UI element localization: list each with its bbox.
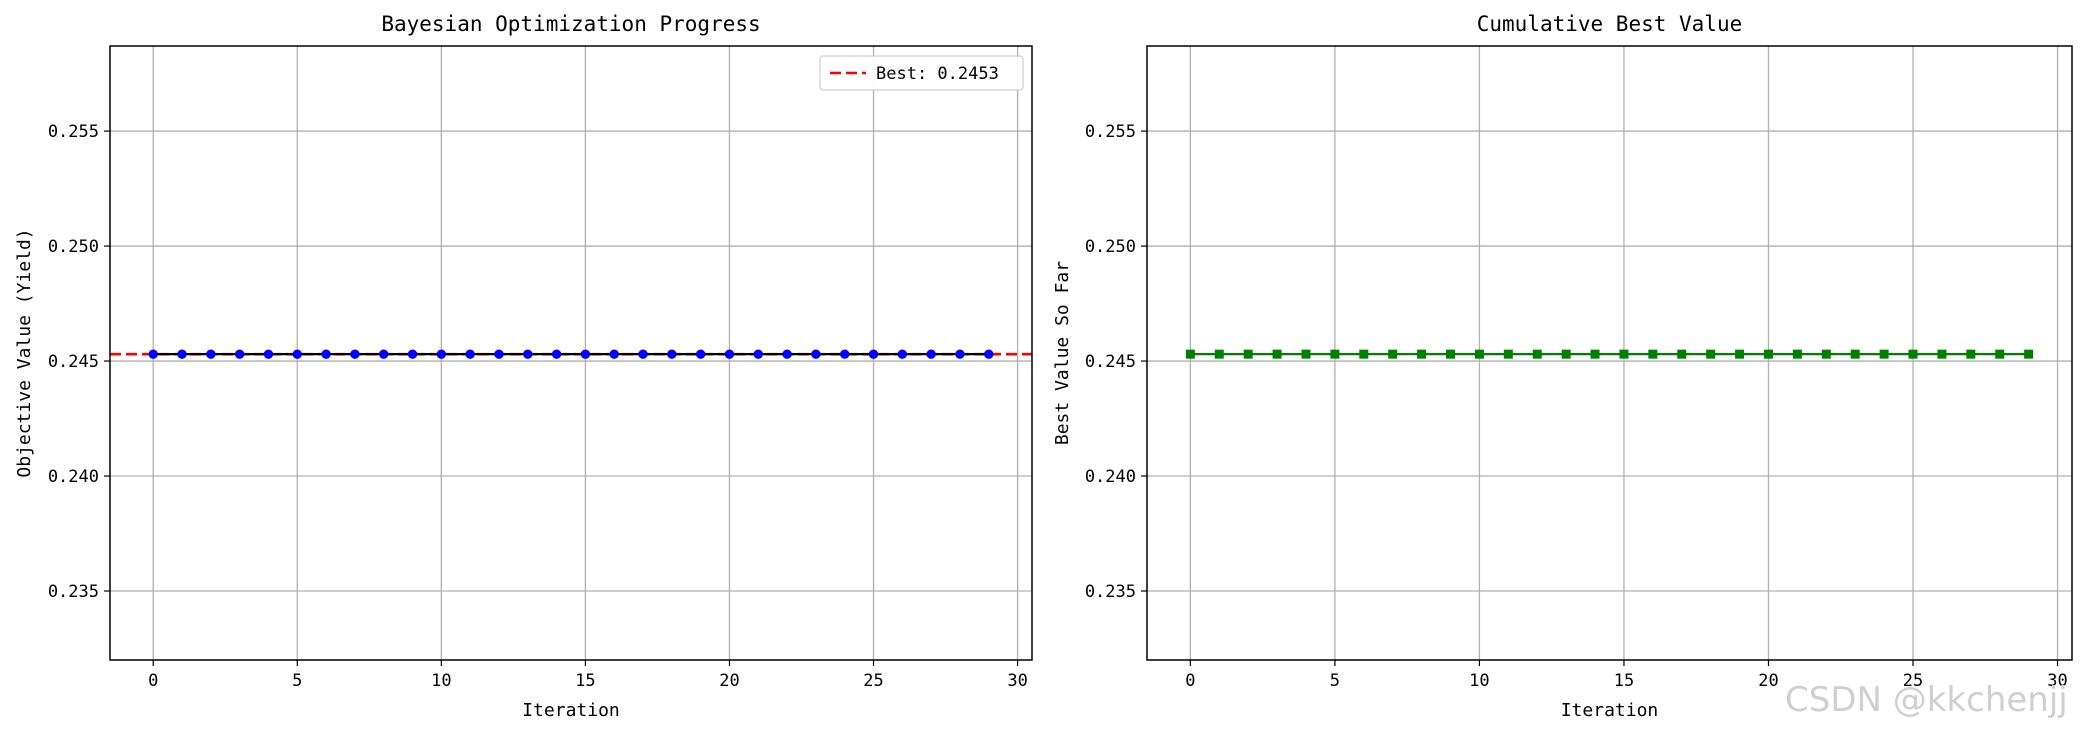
x-tick-label: 30: [2047, 671, 2067, 691]
axes-frame: [109, 45, 1033, 661]
data-point: [1417, 349, 1427, 359]
data-point: [1706, 349, 1716, 359]
data-point: [551, 349, 562, 359]
legend-box: [819, 55, 1024, 91]
data-point: [1359, 349, 1369, 359]
y-axis-label: Objective Value (Yield): [14, 228, 35, 477]
data-point: [1243, 349, 1253, 359]
data-point: [1214, 349, 1224, 359]
legend: Best: 0.2453: [819, 55, 1024, 91]
chart-title: Cumulative Best Value: [1477, 12, 1743, 36]
x-tick-label: 15: [1614, 671, 1634, 691]
data-point: [1908, 349, 1918, 359]
chart-title: Bayesian Optimization Progress: [381, 12, 760, 36]
x-axis-label: Iteration: [1561, 700, 1659, 721]
data-point: [753, 349, 763, 359]
data-point: [580, 349, 591, 359]
data-point: [926, 349, 936, 359]
data-point: [1532, 349, 1542, 359]
data-point: [1677, 349, 1687, 359]
data-point: [263, 349, 274, 359]
y-tick-label: 0.235: [1085, 582, 1136, 602]
data-point: [667, 349, 677, 359]
data-point: [1648, 349, 1658, 359]
data-point: [1503, 349, 1513, 359]
data-point: [840, 349, 850, 359]
data-point: [1792, 349, 1802, 359]
x-tick-label: 25: [863, 671, 883, 691]
data-point: [1879, 349, 1889, 359]
data-point: [407, 349, 418, 359]
data-point: [695, 349, 706, 359]
data-point: [638, 349, 648, 359]
data-point: [1301, 349, 1311, 359]
y-tick-label: 0.245: [48, 352, 99, 372]
data-point: [1590, 349, 1600, 359]
data-point: [1388, 349, 1398, 359]
data-point: [897, 349, 908, 359]
x-tick-label: 20: [719, 671, 739, 691]
y-tick-label: 0.240: [48, 467, 99, 487]
data-point: [811, 349, 821, 359]
y-tick-label: 0.255: [48, 122, 99, 142]
data-point: [955, 349, 965, 359]
x-tick-label: 10: [1469, 671, 1489, 691]
x-tick-label: 5: [1330, 671, 1340, 691]
data-point: [984, 349, 994, 359]
legend-entry: Best: 0.2453: [876, 64, 999, 84]
x-tick-label: 15: [575, 671, 595, 691]
x-tick-label: 0: [148, 671, 158, 691]
x-tick-label: 30: [1007, 671, 1027, 691]
data-point: [1937, 349, 1947, 359]
data-point: [1272, 349, 1282, 359]
data-point: [436, 349, 447, 359]
data-point: [1561, 349, 1571, 359]
data-point: [1763, 349, 1773, 359]
data-point: [868, 349, 879, 359]
y-tick-label: 0.255: [1085, 122, 1136, 142]
data-point: [234, 349, 245, 359]
chart-cumulative-best-value: 0 5 10 15 20 25 30 0.235 0.240 0.245 0.250 0.255 Cum…: [1052, 12, 2073, 721]
data-point: [724, 349, 735, 359]
data-point: [177, 349, 187, 359]
y-axis-label: Best Value So Far: [1052, 261, 1073, 445]
data-point: [1619, 349, 1629, 359]
y-tick-label: 0.250: [48, 237, 99, 257]
x-tick-label: 25: [1903, 671, 1923, 691]
x-tick-label: 20: [1758, 671, 1778, 691]
data-point: [321, 349, 331, 359]
y-tick-label: 0.250: [1085, 237, 1136, 257]
axes-frame: [1146, 45, 2073, 661]
data-point: [1995, 349, 2005, 359]
chart-bayesian-optimization-progress: 0 5 10 15 20 25 30 0.235 0.240 0.245 0.250 0.255 Bay…: [14, 12, 1033, 721]
data-point: [1850, 349, 1860, 359]
x-axis-label: Iteration: [522, 700, 620, 721]
watermark: CSDN @kkchenjj: [1785, 680, 2068, 720]
data-point: [292, 349, 302, 359]
data-point: [1330, 349, 1340, 359]
y-tick-label: 0.240: [1085, 467, 1136, 487]
x-tick-label: 5: [292, 671, 302, 691]
data-point: [379, 349, 389, 359]
data-point: [494, 349, 504, 359]
data-point: [2024, 349, 2034, 359]
y-tick-label: 0.245: [1085, 352, 1136, 372]
data-point: [350, 349, 360, 359]
data-point: [148, 349, 158, 359]
data-point: [1185, 349, 1195, 359]
data-point: [1821, 349, 1831, 359]
data-point: [1474, 349, 1484, 359]
data-point: [609, 349, 619, 359]
x-tick-label: 0: [1185, 671, 1195, 691]
data-point: [1735, 349, 1745, 359]
data-point: [1966, 349, 1976, 359]
data-point: [1446, 349, 1456, 359]
data-point: [782, 349, 792, 359]
data-point: [206, 349, 216, 359]
x-tick-label: 10: [431, 671, 451, 691]
data-point: [523, 349, 533, 359]
y-tick-label: 0.235: [48, 582, 99, 602]
data-point: [465, 349, 475, 359]
